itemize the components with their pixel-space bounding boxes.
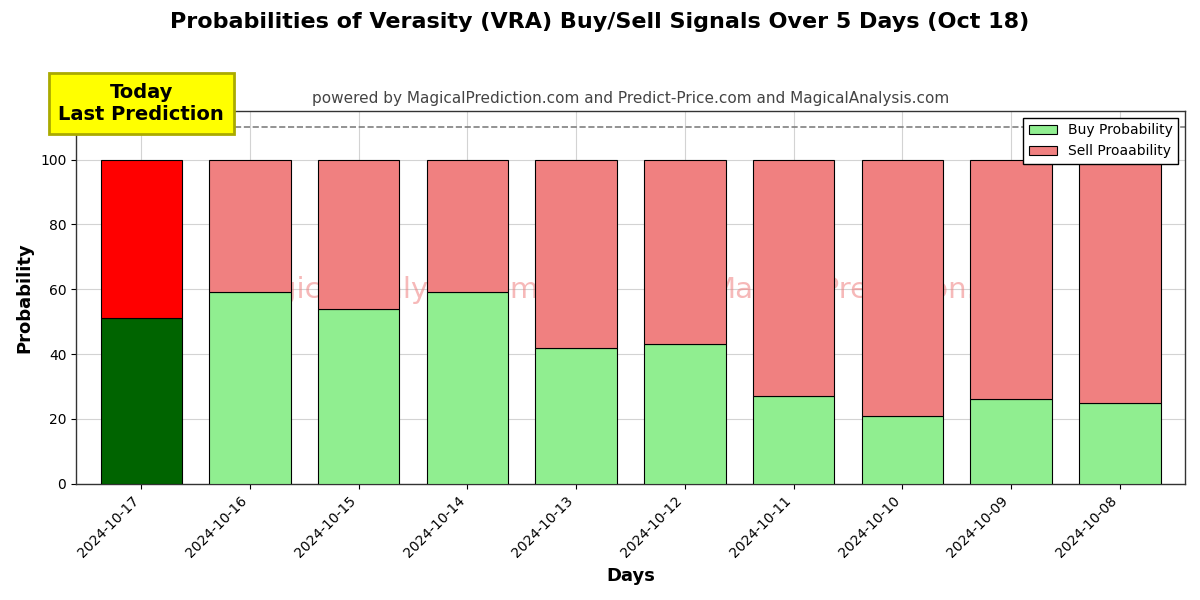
Title: powered by MagicalPrediction.com and Predict-Price.com and MagicalAnalysis.com: powered by MagicalPrediction.com and Pre… [312,91,949,106]
Bar [101,319,182,484]
Y-axis label: Probability: Probability [14,242,32,353]
Text: Today
Last Prediction: Today Last Prediction [59,83,224,124]
Bar [318,160,400,309]
Bar [752,396,834,484]
Bar [209,160,290,292]
Text: MagicalPrediction.com: MagicalPrediction.com [710,276,1039,304]
Bar [644,160,726,344]
Bar [535,347,617,484]
Bar [427,160,509,292]
Bar [862,160,943,416]
X-axis label: Days: Days [606,567,655,585]
Bar [427,292,509,484]
Bar [752,160,834,396]
Text: Probabilities of Verasity (VRA) Buy/Sell Signals Over 5 Days (Oct 18): Probabilities of Verasity (VRA) Buy/Sell… [170,12,1030,32]
Bar [209,292,290,484]
Bar [101,160,182,319]
Bar [1079,403,1160,484]
Bar [318,309,400,484]
Legend: Buy Probability, Sell Proaability: Buy Probability, Sell Proaability [1024,118,1178,164]
Bar [1079,160,1160,403]
Bar [971,160,1052,400]
Bar [971,400,1052,484]
Bar [535,160,617,347]
Bar [862,416,943,484]
Bar [644,344,726,484]
Text: MagicalAnalysis.com: MagicalAnalysis.com [235,276,539,304]
